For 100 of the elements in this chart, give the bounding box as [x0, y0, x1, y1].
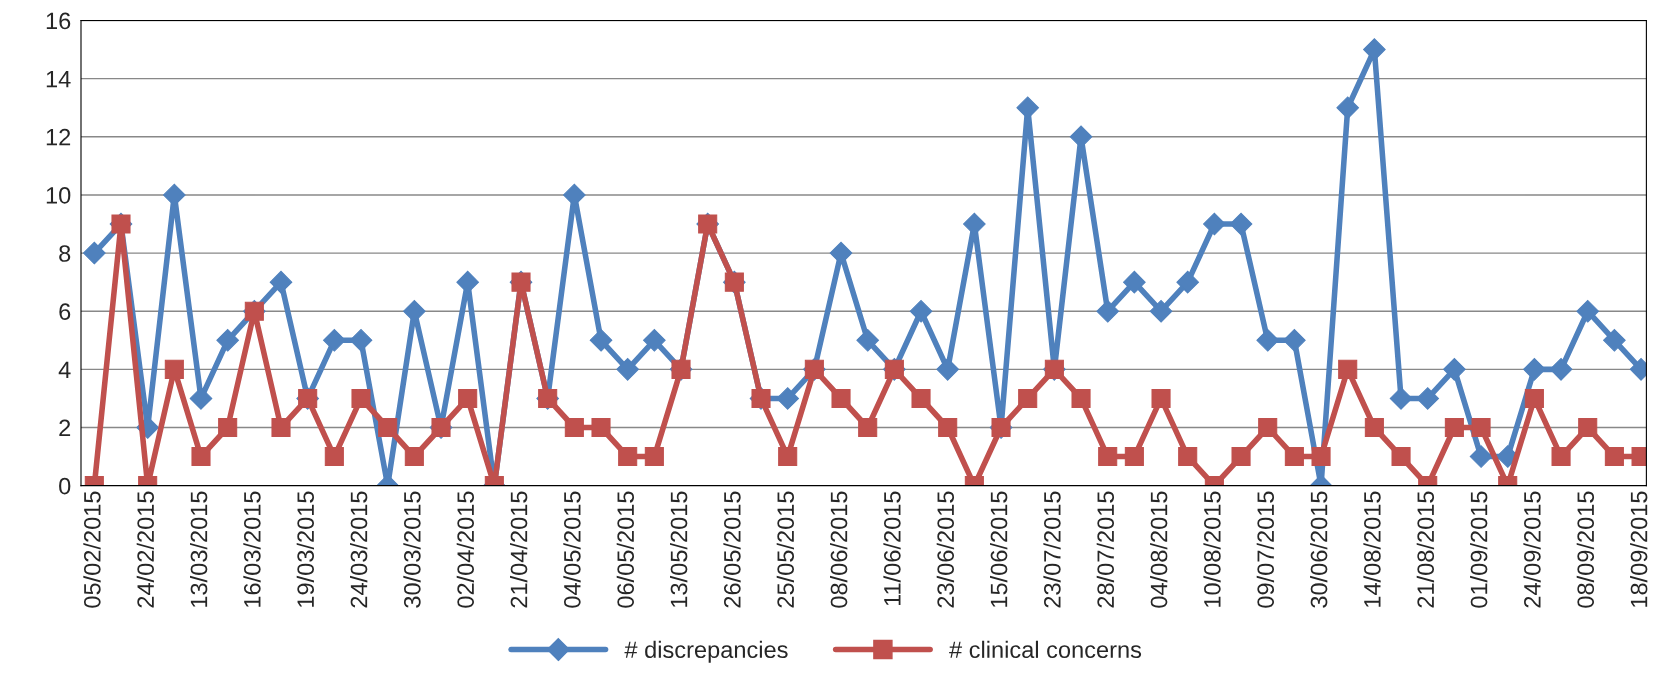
point — [349, 328, 373, 352]
x-tick-label: 26/05/2015 — [723, 491, 741, 608]
point — [1524, 388, 1544, 408]
point — [83, 241, 106, 265]
point — [911, 388, 931, 408]
point — [1391, 447, 1411, 467]
point — [189, 387, 213, 410]
point — [1523, 358, 1546, 381]
point — [938, 417, 958, 438]
x-tick-label: 05/02/2015 — [83, 491, 101, 608]
x-tick-label: 13/05/2015 — [670, 491, 688, 607]
point — [1311, 447, 1331, 467]
point — [1416, 387, 1440, 410]
x-tick-label: 06/05/2015 — [616, 491, 635, 608]
x-tick-label: 02/04/2015 — [456, 491, 475, 608]
point — [1578, 417, 1598, 438]
point — [589, 328, 613, 352]
point — [1444, 417, 1464, 438]
point — [1176, 270, 1200, 294]
point — [1098, 447, 1118, 467]
point — [856, 328, 880, 352]
point — [323, 328, 346, 352]
y-tick-label: 8 — [59, 245, 71, 262]
point — [1231, 447, 1251, 467]
x-tick-label: 19/03/2015 — [296, 491, 315, 607]
point — [644, 447, 664, 467]
point — [829, 241, 853, 265]
point — [1551, 447, 1571, 467]
x-tick-label: 11/06/2015 — [883, 491, 901, 606]
point — [218, 417, 238, 438]
point — [1549, 358, 1573, 381]
x-tick-label: 24/03/2015 — [350, 491, 368, 608]
x-tick-label: 24/09/2015 — [1523, 491, 1541, 608]
x-tick-label: 14/08/2015 — [1363, 491, 1381, 607]
point — [1283, 328, 1306, 352]
point — [269, 270, 293, 294]
point — [216, 328, 239, 352]
y-tick-label: 10 — [46, 187, 71, 204]
point — [404, 447, 424, 467]
point — [616, 358, 640, 381]
point — [858, 417, 878, 438]
point — [1124, 447, 1144, 467]
x-tick-label: 21/08/2015 — [1416, 491, 1435, 608]
point — [1338, 359, 1358, 379]
point — [1603, 328, 1626, 352]
point — [909, 299, 933, 323]
point — [591, 417, 611, 438]
point — [1364, 417, 1384, 438]
point — [1018, 388, 1038, 408]
point — [1284, 447, 1304, 467]
x-tick-label: 09/07/2015 — [1256, 491, 1275, 608]
point — [618, 447, 638, 467]
x-tick-label: 16/03/2015 — [243, 491, 261, 607]
point — [324, 447, 344, 467]
point — [191, 447, 211, 467]
point — [1576, 299, 1600, 323]
point — [564, 417, 584, 438]
point — [831, 388, 851, 408]
point — [1469, 445, 1493, 468]
point — [1604, 447, 1624, 467]
point — [1229, 212, 1253, 236]
point — [778, 447, 798, 467]
x-tick-label: 23/07/2015 — [1043, 491, 1061, 608]
x-tick-label: 28/07/2015 — [1096, 491, 1115, 608]
point — [1203, 212, 1226, 236]
x-tick-label: 08/09/2015 — [1576, 491, 1595, 608]
point — [1471, 417, 1491, 438]
x-tick-label: 30/03/2015 — [403, 491, 421, 608]
point — [1178, 447, 1198, 467]
point — [643, 328, 666, 352]
point — [1389, 387, 1413, 410]
legend-label: # discrepancies — [624, 640, 788, 663]
point — [1363, 38, 1386, 61]
y-tick-label: 4 — [58, 361, 71, 378]
x-tick-label: 04/05/2015 — [563, 491, 581, 608]
y-tick-label: 0 — [59, 477, 71, 495]
point — [1443, 358, 1466, 381]
y-tick-label: 12 — [46, 128, 71, 146]
point — [1096, 299, 1120, 323]
x-tick-label: 04/08/2015 — [1150, 491, 1168, 608]
point — [1149, 299, 1173, 323]
point — [458, 388, 478, 408]
point — [1123, 270, 1146, 294]
x-tick-label: 08/06/2015 — [830, 491, 848, 608]
point — [1071, 388, 1091, 408]
x-tick-label: 24/02/2015 — [136, 491, 154, 608]
legend-label: # clinical concerns — [949, 640, 1142, 659]
x-tick-label: 10/08/2015 — [1203, 491, 1221, 607]
point — [1256, 328, 1280, 352]
x-tick-label: 01/09/2015 — [1470, 491, 1488, 608]
x-tick-label: 30/06/2015 — [1310, 491, 1328, 608]
point — [378, 417, 398, 438]
x-tick-label: 21/04/2015 — [510, 491, 528, 608]
y-tick-label: 16 — [46, 12, 71, 30]
y-tick-label: 6 — [59, 303, 71, 321]
point — [1151, 388, 1171, 408]
x-tick-label: 18/09/2015 — [1630, 491, 1648, 607]
y-tick-label: 2 — [59, 419, 71, 437]
y-tick-label: 14 — [46, 70, 71, 88]
x-tick-label: 13/03/2015 — [190, 491, 208, 607]
